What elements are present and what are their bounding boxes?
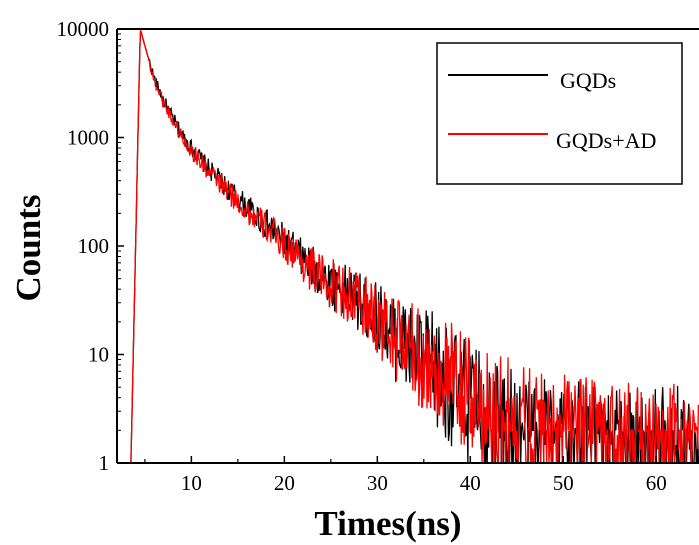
tick-marks — [117, 28, 657, 464]
legend-box — [436, 42, 683, 185]
series-layer — [130, 30, 699, 463]
y-tick-label-1: 1 — [99, 451, 110, 475]
y-tick-label-1000: 1000 — [67, 126, 109, 150]
legend-label-gqds: GQDs — [560, 68, 616, 93]
tick-labels: 10 20 30 40 50 60 1 10 100 1000 10000 — [57, 17, 667, 495]
y-axis-title: Counts — [9, 195, 48, 302]
series-line-gqds-ad — [130, 30, 699, 463]
x-tick-label-40: 40 — [460, 471, 481, 495]
x-tick-label-60: 60 — [646, 471, 667, 495]
legend: GQDs GQDs+AD — [436, 42, 683, 185]
x-tick-label-10: 10 — [181, 471, 202, 495]
y-tick-label-100: 100 — [78, 234, 110, 258]
x-tick-label-20: 20 — [274, 471, 295, 495]
legend-label-gqds-ad: GQDs+AD — [556, 128, 656, 153]
x-tick-label-50: 50 — [553, 471, 574, 495]
x-tick-label-30: 30 — [367, 471, 388, 495]
x-axis-title: Times(ns) — [314, 504, 461, 543]
y-tick-label-10: 10 — [88, 343, 109, 367]
y-tick-label-10000: 10000 — [57, 17, 110, 41]
